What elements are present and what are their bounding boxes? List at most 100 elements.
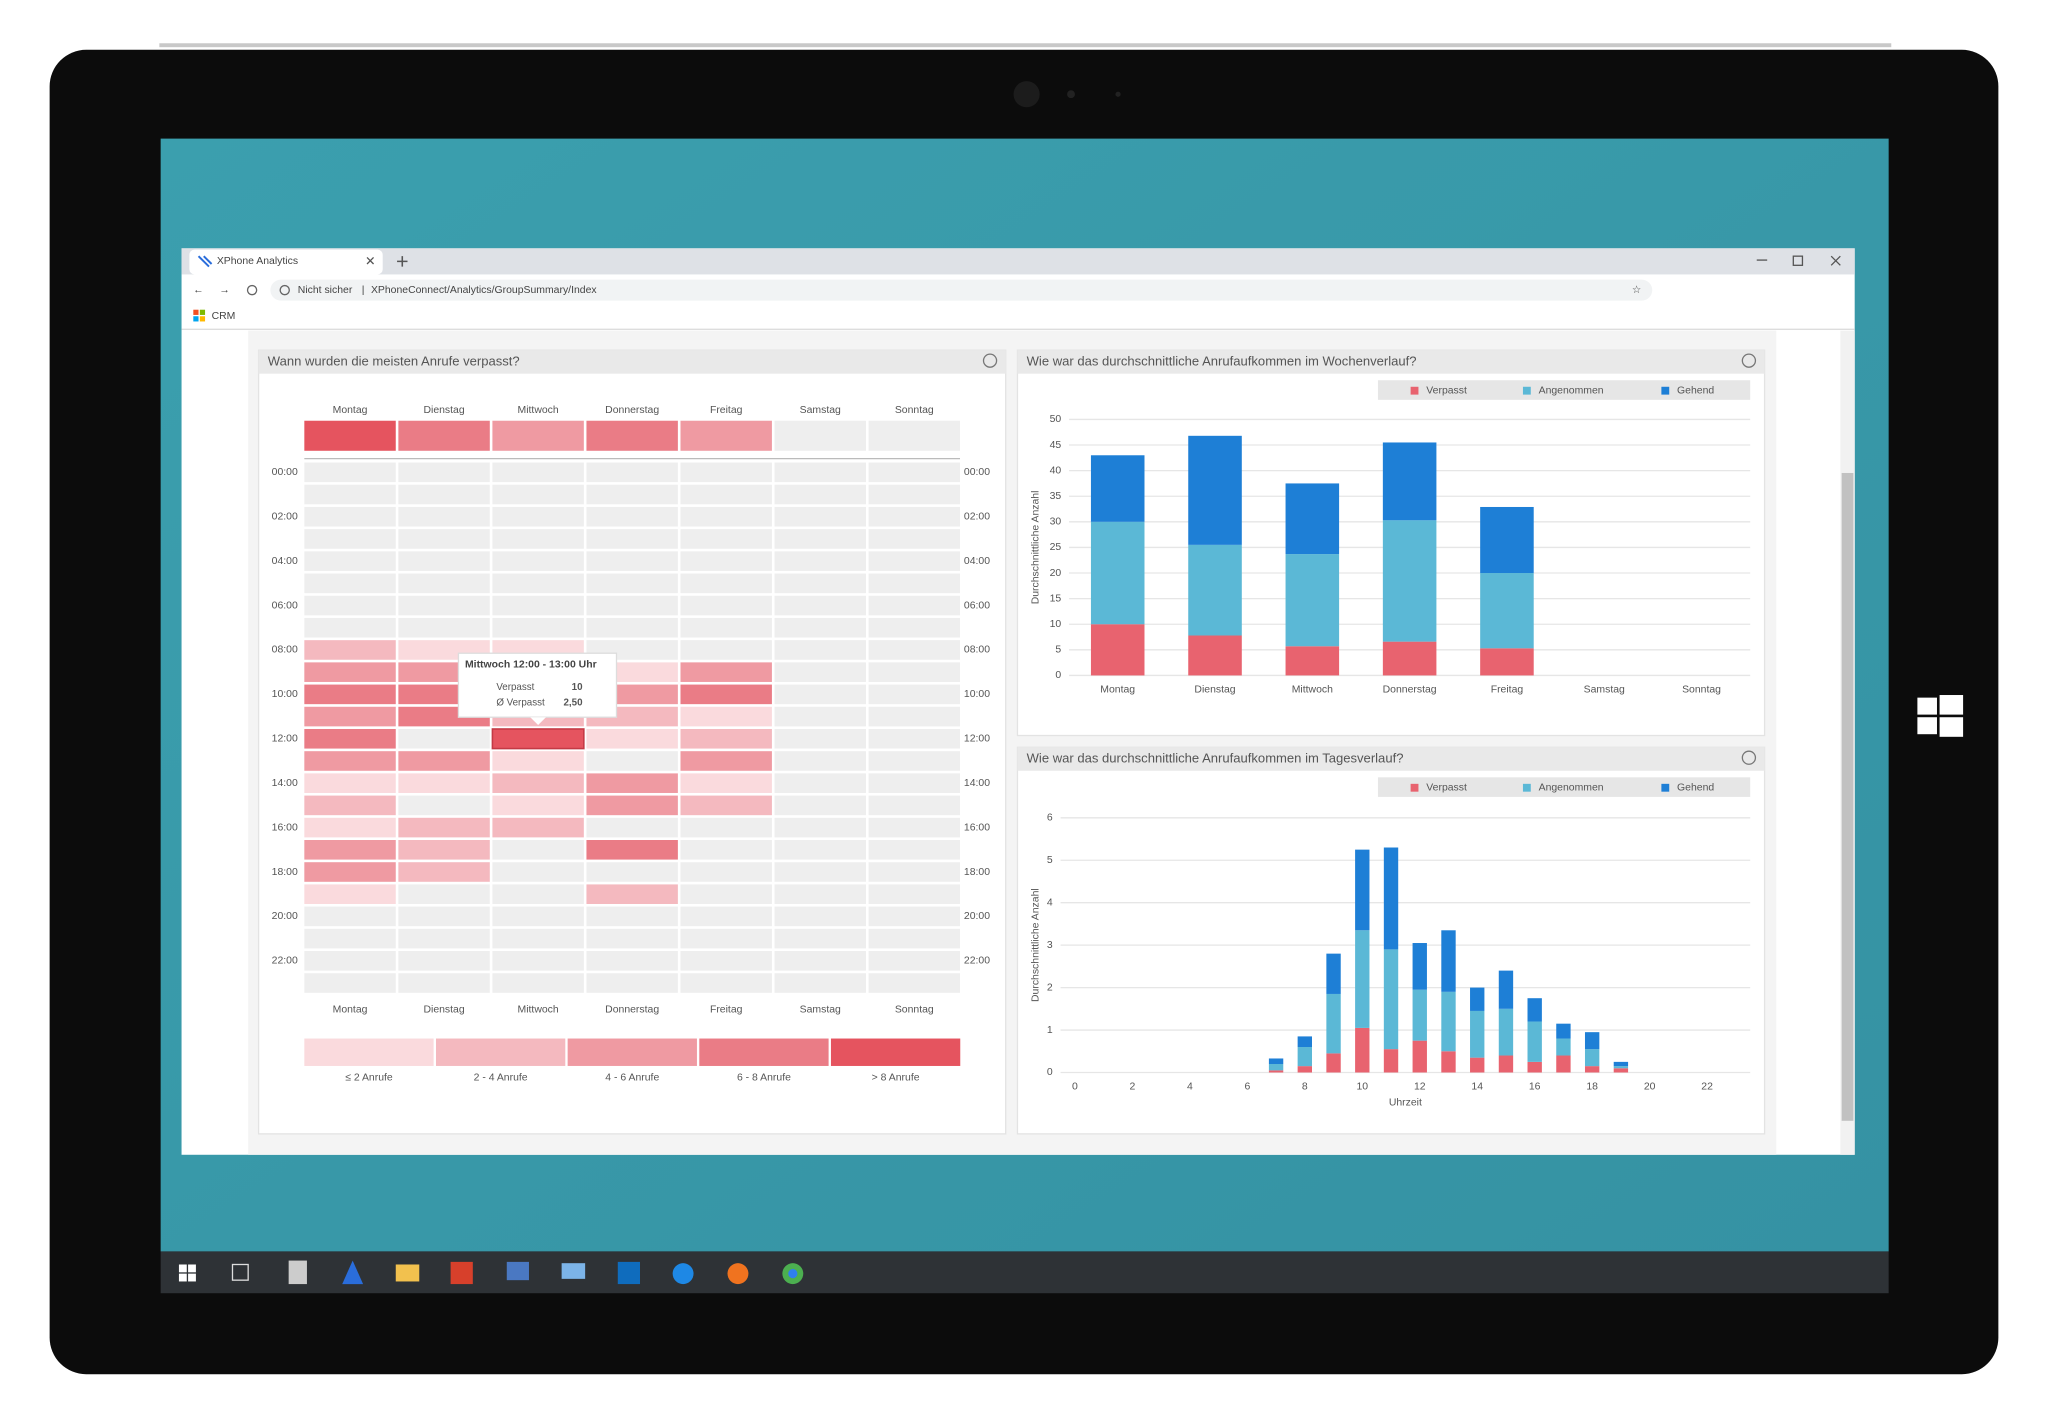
- heat-cell: [774, 551, 866, 571]
- start-button[interactable]: [178, 1264, 196, 1282]
- bar-segment: [1480, 573, 1534, 649]
- x-tick-label: 16: [1529, 1082, 1541, 1093]
- heat-cell: [680, 506, 772, 527]
- bar-segment: [1285, 483, 1340, 555]
- bookmark-star[interactable]: ☆: [1632, 285, 1641, 296]
- device-edge: [159, 43, 1892, 48]
- heat-cell: [492, 728, 584, 749]
- heat-cell: [868, 951, 960, 971]
- heat-cell: [868, 529, 960, 549]
- heat-cell: [398, 529, 490, 549]
- heat-cell: [304, 862, 396, 882]
- hour-label: 04:00: [272, 556, 298, 567]
- heat-cell: [586, 617, 678, 638]
- panel-title: Wie war das durchschnittliche Anrufaufko…: [1027, 353, 1417, 368]
- heat-cell: [398, 751, 490, 771]
- heat-cell: [304, 817, 396, 838]
- bar-segment: [1355, 1027, 1370, 1073]
- app-icon[interactable]: [506, 1261, 529, 1281]
- heat-cell: [868, 773, 960, 793]
- task-view[interactable]: [231, 1263, 249, 1281]
- heat-cell: [586, 462, 678, 483]
- heat-cell: [492, 817, 584, 838]
- heat-cell: [304, 795, 396, 816]
- tooltip-pointer: [530, 717, 546, 726]
- x-tick-label: Montag: [1100, 685, 1135, 696]
- tooltip: Mittwoch 12:00 - 13:00 Uhr Verpasst 10 Ø Ve…: [457, 652, 618, 726]
- tooltip-label: Ø Verpasst: [496, 697, 545, 708]
- heat-cell: [868, 617, 960, 638]
- outlook[interactable]: [617, 1261, 640, 1285]
- edge[interactable]: [672, 1263, 694, 1285]
- tab-close[interactable]: [366, 257, 375, 265]
- heat-cell: [868, 862, 960, 882]
- hour-label: 06:00: [964, 600, 990, 611]
- back[interactable]: ←: [193, 285, 203, 296]
- y-tick-label: 3: [1047, 940, 1053, 951]
- legend-marker: [1661, 386, 1670, 395]
- bar-segment: [1268, 1064, 1284, 1071]
- heat-cell: [586, 529, 678, 549]
- x-tick-label: Donnerstag: [1383, 685, 1437, 696]
- x-tick-label: Mittwoch: [1292, 685, 1333, 696]
- bar-segment: [1285, 554, 1340, 647]
- bar-segment: [1382, 442, 1437, 521]
- bookmark-icon: [193, 309, 206, 322]
- windows-button[interactable]: [1917, 695, 1964, 737]
- reload[interactable]: [246, 284, 258, 296]
- info-button[interactable]: [1741, 750, 1757, 765]
- heat-cell: [398, 973, 490, 993]
- sensor: [1067, 90, 1075, 99]
- hover-cell: [491, 728, 585, 750]
- hour-label: 12:00: [272, 734, 298, 745]
- y-axis-label: Durchschnittliche Anzahl: [1031, 491, 1042, 605]
- legend-label: Verpasst: [1426, 385, 1467, 396]
- heat-cell: [680, 973, 772, 993]
- heat-cell: [680, 728, 772, 749]
- bookmark[interactable]: CRM: [212, 311, 236, 322]
- favicon: [197, 255, 213, 268]
- day-label: Mittwoch: [518, 1005, 559, 1016]
- heat-cell: [680, 462, 772, 483]
- heat-cell: [680, 906, 772, 927]
- tab[interactable]: [189, 249, 383, 275]
- separator: |: [362, 285, 365, 296]
- maximize[interactable]: [1792, 255, 1804, 266]
- camera: [1013, 81, 1040, 108]
- heat-cell: [304, 506, 396, 527]
- calculator[interactable]: [288, 1260, 307, 1285]
- heat-cell: [492, 773, 584, 793]
- info-button[interactable]: [982, 353, 998, 368]
- summary-cell: [680, 420, 772, 451]
- omnibox[interactable]: [270, 279, 1653, 301]
- new-tab[interactable]: [397, 256, 408, 267]
- heat-cell: [586, 795, 678, 816]
- firefox[interactable]: [727, 1263, 749, 1285]
- bar-segment: [1355, 930, 1370, 1028]
- heat-cell: [304, 529, 396, 549]
- heat-cell: [774, 573, 866, 594]
- chrome[interactable]: [788, 1269, 798, 1279]
- day-label: Dienstag: [423, 405, 464, 416]
- panel-header: [258, 350, 1006, 374]
- app-icon[interactable]: [342, 1260, 364, 1285]
- x-tick-label: 2: [1130, 1082, 1136, 1093]
- scroll-thumb[interactable]: [1841, 472, 1854, 1121]
- heat-cell: [586, 551, 678, 571]
- info-button[interactable]: [1741, 353, 1757, 368]
- heat-cell: [586, 728, 678, 749]
- heat-cell: [492, 928, 584, 949]
- x-tick-label: Samstag: [1584, 685, 1625, 696]
- forward[interactable]: →: [219, 285, 229, 296]
- heat-cell: [304, 595, 396, 616]
- y-tick-label: 5: [1047, 855, 1053, 866]
- close[interactable]: [1830, 255, 1841, 266]
- heat-cell: [680, 617, 772, 638]
- app-icon[interactable]: [561, 1263, 586, 1279]
- tooltip-value: 10: [572, 682, 583, 693]
- y-tick-label: 35: [1050, 491, 1062, 502]
- heat-cell: [868, 506, 960, 527]
- app-icon[interactable]: [450, 1261, 473, 1285]
- explorer[interactable]: [395, 1264, 420, 1282]
